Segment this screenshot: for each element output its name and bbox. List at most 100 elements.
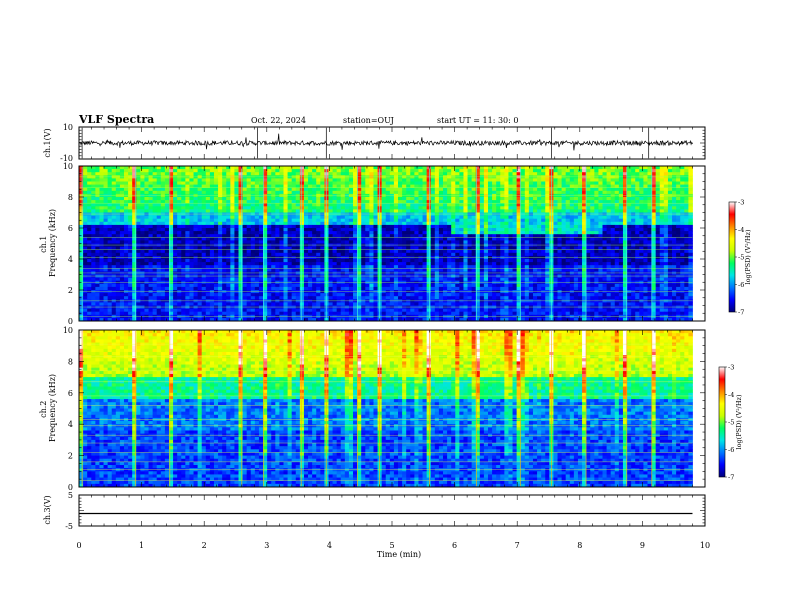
spectrogram-cell — [283, 209, 288, 213]
spectrogram-cell — [524, 249, 530, 254]
spectrogram-cell — [148, 218, 154, 223]
spectrogram-cell — [308, 169, 313, 173]
spectrogram-cell — [287, 166, 293, 170]
spectrogram-cell — [647, 197, 652, 201]
spectrogram-cell — [303, 218, 309, 223]
spectrogram-cell — [344, 249, 350, 254]
spectrogram-cell — [132, 228, 137, 232]
spectrogram-cell — [299, 178, 305, 182]
spectrogram-cell — [434, 231, 440, 235]
spectrogram-cell — [303, 234, 309, 238]
spectrogram-cell — [663, 221, 669, 226]
spectrogram-cell — [520, 184, 526, 189]
spectrogram-cell — [205, 200, 211, 204]
spectrogram-cell — [205, 181, 211, 185]
spectrogram-cell — [422, 184, 428, 189]
spectrogram-cell — [492, 184, 497, 189]
spectrogram-cell — [545, 259, 550, 263]
spectrogram-cell — [618, 249, 624, 254]
spectrogram-cell — [283, 169, 288, 173]
spectrogram-cell — [487, 228, 493, 232]
spectrogram-cell — [508, 259, 513, 263]
spectrogram-cell — [614, 228, 620, 232]
spectrogram-cell — [357, 228, 362, 232]
spectrogram-cell — [115, 224, 121, 229]
spectrogram-cell — [316, 228, 321, 232]
spectrogram-cell — [164, 215, 170, 220]
spectrogram-cell — [312, 209, 317, 213]
spectrogram-cell — [99, 218, 104, 223]
spectrogram-cell — [312, 228, 317, 232]
spectrogram-cell — [508, 187, 513, 192]
spectrogram-cell — [99, 237, 104, 241]
spectrogram-cell — [173, 200, 178, 204]
spectrogram-cell — [426, 209, 432, 213]
spectrogram-cell — [340, 190, 346, 195]
spectrogram-cell — [557, 178, 562, 182]
spectrogram-cell — [557, 259, 562, 263]
spectrogram-cell — [181, 190, 186, 195]
spectrogram-cell — [455, 203, 460, 207]
spectrogram-cell — [316, 234, 321, 238]
spectrogram-cell — [614, 259, 620, 263]
spectrogram-cell — [631, 200, 636, 204]
spectrogram-cell — [471, 252, 477, 257]
spectrogram-cell — [181, 187, 186, 192]
spectrogram-cell — [614, 231, 620, 235]
spectrogram-cell — [340, 178, 346, 182]
spectrogram-cell — [242, 221, 248, 226]
spectrogram-cell — [83, 209, 88, 213]
spectrogram-cell — [213, 221, 219, 226]
spectrogram-cell — [119, 169, 125, 173]
spectrogram-cell — [132, 197, 137, 201]
spectrogram-cell — [582, 240, 587, 244]
spectrogram-cell — [483, 228, 489, 232]
spectrogram-cell — [569, 252, 575, 257]
spectrogram-cell — [565, 252, 571, 257]
spectrogram-cell — [369, 169, 374, 173]
spectrogram-cell — [361, 184, 366, 189]
spectrogram-cell — [635, 190, 640, 195]
spectrogram-cell — [226, 221, 231, 226]
spectrogram-cell — [312, 178, 317, 182]
spectrogram-cell — [561, 259, 567, 263]
spectrogram-cell — [561, 215, 567, 220]
spectrogram-cell — [614, 166, 620, 170]
spectrogram-cell — [655, 231, 661, 235]
spectrogram-cell — [275, 215, 280, 220]
spectrogram-cell — [524, 224, 530, 229]
spectrogram-cell — [647, 200, 652, 204]
spectrogram-cell — [213, 197, 219, 201]
spectrogram-cell — [402, 237, 407, 241]
spectrogram-cell — [197, 187, 203, 192]
spectrogram-cell — [250, 237, 256, 241]
spectrogram-cell — [496, 234, 501, 238]
spectrogram-cell — [667, 262, 673, 266]
spectrogram-cell — [590, 197, 595, 201]
spectrogram-cell — [173, 184, 178, 189]
spectrogram-cell — [348, 231, 354, 235]
spectrogram-cell — [385, 249, 391, 254]
spectrogram-cell — [393, 197, 399, 201]
spectrogram-cell — [238, 224, 243, 229]
spectrogram-cell — [361, 240, 366, 244]
spectrogram-cell — [426, 259, 432, 263]
spectrogram-cell — [373, 228, 378, 232]
spectrogram-cell — [156, 206, 162, 210]
spectrogram-cell — [663, 218, 669, 223]
spectrogram-cell — [123, 181, 129, 185]
spectrogram-cell — [385, 209, 391, 213]
spectrogram-cell — [659, 231, 665, 235]
spectrogram-cell — [152, 169, 158, 173]
spectrogram-cell — [222, 215, 227, 220]
spectrogram-cell — [213, 237, 219, 241]
spectrogram-cell — [471, 237, 477, 241]
spectrogram-cell — [193, 184, 199, 189]
spectrogram-cell — [414, 206, 419, 210]
spectrogram-cell — [267, 215, 272, 220]
spectrogram-cell — [500, 166, 505, 170]
spectrogram-cell — [226, 197, 231, 201]
spectrogram-cell — [369, 197, 374, 201]
spectrogram-cell — [573, 228, 579, 232]
spectrogram-cell — [561, 187, 567, 192]
